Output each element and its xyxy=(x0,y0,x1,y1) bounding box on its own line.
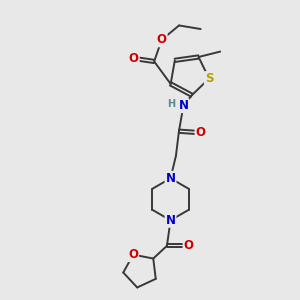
Text: O: O xyxy=(128,248,138,261)
Text: O: O xyxy=(157,33,167,46)
Text: O: O xyxy=(196,126,206,139)
Text: S: S xyxy=(205,72,213,85)
Text: N: N xyxy=(166,172,176,185)
Text: O: O xyxy=(184,239,194,252)
Text: O: O xyxy=(129,52,139,65)
Text: H: H xyxy=(167,99,175,109)
Text: N: N xyxy=(166,214,176,227)
Text: N: N xyxy=(178,99,188,112)
